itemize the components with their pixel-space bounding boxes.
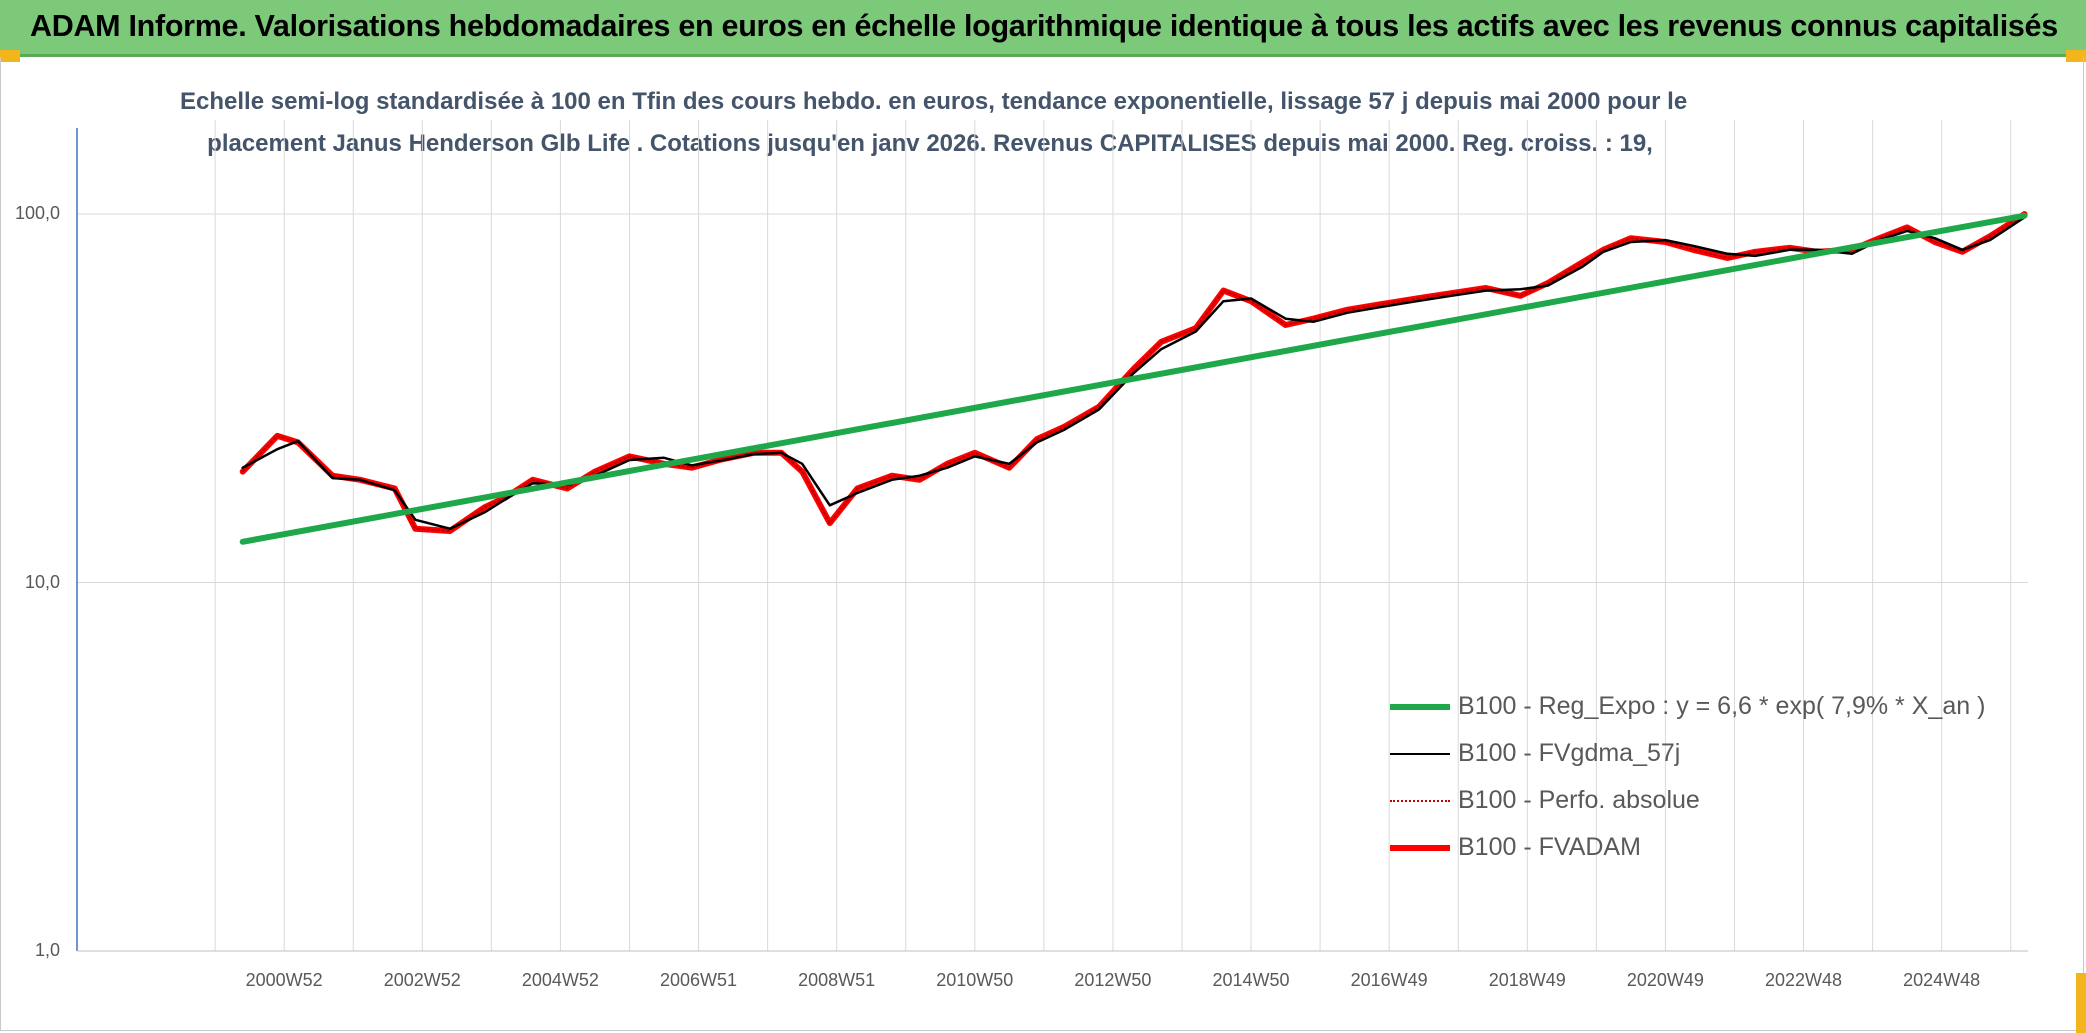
legend-label: B100 - Perfo. absolue (1458, 786, 1700, 814)
x-tick-label: 2000W52 (245, 970, 323, 990)
x-tick-label: 2020W49 (1626, 970, 1704, 990)
series-line-perfo-absolue (241, 213, 2026, 532)
x-tick-label: 2014W50 (1212, 970, 1290, 990)
x-tick-label: 2016W49 (1350, 970, 1428, 990)
chart-legend: B100 - Reg_Expo : y = 6,6 * exp( 7,9% * … (1390, 683, 1985, 871)
x-tick-label: 2012W50 (1074, 970, 1152, 990)
legend-item: B100 - FVgdma_57j (1390, 730, 1985, 777)
header-banner: ADAM Informe. Valorisations hebdomadaire… (0, 0, 2086, 57)
x-tick-label: 2024W48 (1903, 970, 1981, 990)
x-tick-label: 2008W51 (798, 970, 876, 990)
legend-label: B100 - FVgdma_57j (1458, 739, 1681, 767)
legend-item: B100 - FVADAM (1390, 824, 1985, 871)
x-tick-label: 2022W48 (1765, 970, 1843, 990)
legend-swatch (1390, 703, 1450, 710)
corner-marker-left (0, 50, 20, 62)
x-tick-label: 2004W52 (521, 970, 599, 990)
chart-title-line-1: Echelle semi-log standardisée à 100 en T… (180, 88, 1688, 115)
x-tick-label: 2018W49 (1488, 970, 1566, 990)
legend-item: B100 - Reg_Expo : y = 6,6 * exp( 7,9% * … (1390, 683, 1985, 730)
y-tick-label: 1,0 (34, 940, 60, 960)
x-tick-label: 2002W52 (383, 970, 461, 990)
legend-swatch (1390, 799, 1450, 802)
banner-title: ADAM Informe. Valorisations hebdomadaire… (30, 9, 2058, 43)
legend-swatch (1390, 752, 1450, 755)
legend-label: B100 - Reg_Expo : y = 6,6 * exp( 7,9% * … (1458, 692, 1986, 720)
corner-marker-bottom-right (2076, 973, 2086, 1033)
x-tick-label: 2010W50 (936, 970, 1014, 990)
legend-item: B100 - Perfo. absolue (1390, 777, 1985, 824)
y-tick-label: 10,0 (24, 571, 60, 592)
legend-swatch (1390, 844, 1450, 851)
chart-frame (0, 57, 2084, 1031)
corner-marker-right (2066, 50, 2086, 62)
legend-label: B100 - FVADAM (1458, 833, 1641, 861)
y-tick-label: 100,0 (14, 203, 60, 224)
chart-title-line-2: placement Janus Henderson Glb Life . Cot… (207, 130, 1653, 157)
x-tick-label: 2006W51 (660, 970, 738, 990)
series-line-fvgdma-57j (241, 216, 2026, 530)
series-line-reg-expo (239, 212, 2028, 545)
